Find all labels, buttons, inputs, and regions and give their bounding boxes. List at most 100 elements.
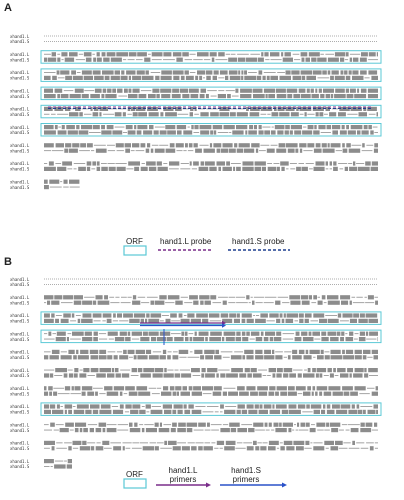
alignment-block bbox=[71, 70, 76, 75]
alignment-block-unaligned bbox=[114, 126, 125, 128]
alignment-block bbox=[110, 75, 120, 80]
alignment-block bbox=[53, 391, 58, 396]
alignment-block-unaligned bbox=[317, 296, 320, 298]
alignment-block-unaligned bbox=[344, 59, 349, 61]
alignment-block-unaligned bbox=[135, 150, 145, 152]
sequence-label: xhand1.S bbox=[10, 391, 30, 396]
alignment-block-unaligned bbox=[345, 429, 350, 431]
alignment-block bbox=[193, 300, 199, 305]
alignment-block bbox=[230, 355, 242, 360]
alignment-block-unaligned bbox=[154, 126, 165, 128]
alignment-block bbox=[82, 300, 93, 305]
alignment-block bbox=[332, 391, 343, 396]
alignment-block-unaligned bbox=[163, 59, 175, 61]
alignment-block bbox=[341, 331, 345, 336]
sequence-label: xhand1.L bbox=[10, 161, 30, 166]
alignment-block-unaligned bbox=[53, 429, 59, 431]
alignment-block bbox=[251, 143, 260, 148]
alignment-block-unaligned bbox=[348, 447, 360, 449]
alignment-block bbox=[125, 404, 132, 409]
sequence-label: xhand1.S bbox=[10, 446, 30, 451]
alignment-block bbox=[357, 88, 360, 93]
alignment-block bbox=[141, 75, 154, 80]
alignment-block bbox=[189, 295, 198, 300]
alignment-block-unaligned bbox=[324, 113, 328, 115]
alignment-block-unaligned bbox=[122, 132, 128, 133]
alignment-block bbox=[159, 355, 166, 360]
alignment-block bbox=[298, 88, 306, 93]
alignment-block bbox=[246, 106, 249, 111]
alignment-block bbox=[307, 368, 311, 373]
alignment-block bbox=[315, 373, 319, 378]
alignment-block bbox=[292, 349, 298, 354]
alignment-block bbox=[255, 337, 263, 342]
alignment-block bbox=[301, 331, 308, 336]
alignment-block bbox=[107, 373, 115, 378]
alignment-block bbox=[184, 409, 191, 414]
alignment-block bbox=[128, 75, 131, 80]
sequence-label: xhand1.S bbox=[10, 148, 30, 153]
sequence-label: xhand1.L bbox=[10, 422, 30, 427]
alignment-block bbox=[48, 57, 57, 62]
alignment-block bbox=[83, 52, 92, 57]
alignment-block bbox=[222, 391, 227, 396]
alignment-block bbox=[92, 409, 99, 414]
alignment-block bbox=[197, 52, 209, 57]
alignment-block bbox=[349, 373, 352, 378]
alignment-block bbox=[354, 386, 366, 391]
alignment-block bbox=[193, 143, 198, 148]
alignment-block bbox=[64, 386, 71, 391]
alignment-block bbox=[244, 368, 250, 373]
alignment-block bbox=[272, 373, 276, 378]
alignment-block bbox=[148, 94, 156, 99]
alignment-block bbox=[364, 373, 369, 378]
alignment-block bbox=[184, 331, 188, 336]
alignment-block-unaligned bbox=[348, 163, 353, 164]
alignment-block-unaligned bbox=[75, 315, 81, 316]
alignment-block bbox=[78, 166, 86, 171]
alignment-block bbox=[361, 130, 369, 135]
alignment-block bbox=[308, 52, 320, 57]
alignment-block bbox=[253, 94, 265, 99]
alignment-block-unaligned bbox=[194, 113, 199, 115]
alignment-block-unaligned bbox=[52, 333, 56, 335]
alignment-block bbox=[200, 130, 210, 135]
alignment-block-unaligned bbox=[60, 351, 67, 353]
alignment-block bbox=[223, 125, 235, 130]
alignment-block bbox=[79, 446, 91, 451]
alignment-block bbox=[62, 161, 72, 166]
alignment-block-unaligned bbox=[116, 351, 123, 353]
alignment-block-unaligned bbox=[131, 338, 140, 340]
alignment-block-unaligned bbox=[167, 369, 174, 371]
alignment-block-unaligned bbox=[139, 424, 144, 426]
alignment-block bbox=[301, 75, 306, 80]
alignment-block-unaligned bbox=[107, 351, 116, 353]
alignment-block bbox=[68, 148, 78, 153]
alignment-block bbox=[337, 313, 342, 318]
alignment-block-unaligned bbox=[84, 296, 95, 298]
alignment-block bbox=[113, 313, 116, 318]
alignment-block bbox=[334, 94, 346, 99]
sequence-label: xhand1.L bbox=[10, 179, 30, 184]
alignment-block bbox=[54, 295, 63, 300]
alignment-block bbox=[330, 75, 334, 80]
alignment-block bbox=[349, 166, 358, 171]
alignment-block bbox=[74, 386, 81, 391]
alignment-block-unaligned bbox=[160, 447, 172, 449]
alignment-block-unaligned bbox=[253, 315, 256, 316]
alignment-block bbox=[343, 355, 355, 360]
alignment-block bbox=[127, 130, 136, 135]
alignment-block bbox=[175, 300, 183, 305]
alignment-block bbox=[348, 148, 361, 153]
alignment-block bbox=[250, 331, 260, 336]
sequence-label: xhand1.S bbox=[10, 337, 30, 342]
alignment-block-unaligned bbox=[279, 442, 283, 444]
alignment-block bbox=[260, 446, 267, 451]
alignment-block bbox=[227, 94, 231, 99]
alignment-block bbox=[76, 404, 89, 409]
alignment-block bbox=[269, 337, 274, 342]
alignment-block bbox=[107, 88, 112, 93]
alignment-block-unaligned bbox=[57, 113, 69, 115]
alignment-block bbox=[322, 148, 335, 153]
alignment-block-unaligned bbox=[120, 302, 131, 304]
